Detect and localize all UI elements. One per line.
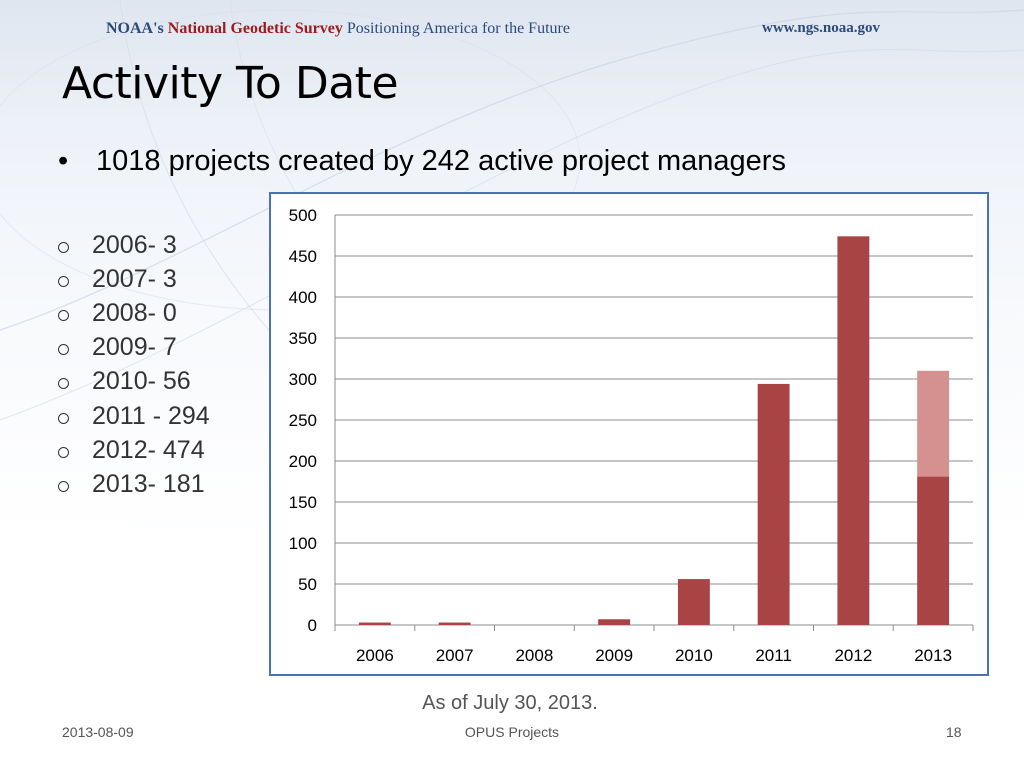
x-tick-label: 2009 xyxy=(595,646,633,665)
circle-bullet-icon xyxy=(58,412,69,424)
bar-chart: 0 50 100 150 200 250 300 350 400 450 500 2006 2007 20… xyxy=(289,206,974,665)
circle-bullet-icon xyxy=(58,309,69,321)
header-website: www.ngs.noaa.gov xyxy=(762,20,880,36)
list-item-text: 2009- 7 xyxy=(92,333,177,362)
y-tick-label: 100 xyxy=(289,534,317,553)
x-tick-label: 2008 xyxy=(515,646,553,665)
y-tick-label: 400 xyxy=(289,288,317,307)
list-item-text: 2011 - 294 xyxy=(92,401,210,430)
list-item-text: 2010- 56 xyxy=(92,367,191,396)
x-tick-label: 2010 xyxy=(675,646,713,665)
list-item: 2013- 181 xyxy=(58,467,210,501)
circle-bullet-icon xyxy=(58,241,69,253)
circle-bullet-icon xyxy=(58,480,69,492)
list-item: 2008- 0 xyxy=(58,296,210,330)
bar xyxy=(917,370,950,477)
y-tick-label: 250 xyxy=(289,411,317,430)
list-item-text: 2007- 3 xyxy=(92,264,177,293)
x-tick-label: 2013 xyxy=(914,646,952,665)
slide-title: Activity To Date xyxy=(62,58,399,109)
y-tick-label: 350 xyxy=(289,329,317,348)
circle-bullet-icon xyxy=(58,378,69,390)
x-tick-label: 2007 xyxy=(436,646,474,665)
list-item: 2007- 3 xyxy=(58,262,210,296)
slide-header: NOAA's National Geodetic Survey Position… xyxy=(0,0,1024,52)
list-item: 2010- 56 xyxy=(58,365,210,399)
footer-date: 2013-08-09 xyxy=(62,724,134,740)
list-item: 2012- 474 xyxy=(58,433,210,467)
bar xyxy=(438,622,471,625)
list-item-text: 2006- 3 xyxy=(92,230,177,259)
y-tick-label: 0 xyxy=(308,616,317,635)
bullet-dot-icon: • xyxy=(58,145,69,177)
bar xyxy=(917,476,950,625)
y-tick-label: 150 xyxy=(289,493,317,512)
chart-caption: As of July 30, 2013. xyxy=(0,692,1024,715)
header-tagline: Positioning America for the Future xyxy=(346,20,570,37)
main-bullet-text: 1018 projects created by 242 active proj… xyxy=(96,145,786,177)
y-tick-label: 450 xyxy=(289,247,317,266)
x-tick-label: 2012 xyxy=(834,646,872,665)
footer-page-number: 18 xyxy=(946,724,962,740)
circle-bullet-icon xyxy=(58,275,69,287)
y-tick-label: 50 xyxy=(298,575,317,594)
caption-text: As of July 30, 2013. xyxy=(422,692,598,714)
header-agency: NOAA's xyxy=(106,20,164,37)
bar xyxy=(358,622,391,625)
x-tick-label: 2011 xyxy=(755,646,792,665)
list-item: 2006- 3 xyxy=(58,228,210,262)
y-tick-label: 300 xyxy=(289,370,317,389)
header-branding: NOAA's National Geodetic Survey Position… xyxy=(106,20,570,38)
year-count-list: 2006- 3 2007- 3 2008- 0 2009- 7 2010- 56… xyxy=(58,228,210,502)
x-tick-label: 2006 xyxy=(356,646,394,665)
circle-bullet-icon xyxy=(58,344,69,356)
main-bullet: • 1018 projects created by 242 active pro… xyxy=(58,145,786,178)
bar xyxy=(837,236,870,625)
list-item: 2009- 7 xyxy=(58,331,210,365)
y-tick-label: 500 xyxy=(289,206,317,225)
list-item-text: 2008- 0 xyxy=(92,298,177,327)
footer-title: OPUS Projects xyxy=(464,724,560,740)
circle-bullet-icon xyxy=(58,446,69,458)
bar xyxy=(598,619,631,625)
bar xyxy=(677,579,710,625)
list-item-text: 2012- 474 xyxy=(92,435,205,464)
header-survey-name: National Geodetic Survey xyxy=(167,20,343,37)
bar xyxy=(757,383,790,625)
y-tick-label: 200 xyxy=(289,452,317,471)
list-item: 2011 - 294 xyxy=(58,399,210,433)
list-item-text: 2013- 181 xyxy=(92,469,205,498)
chart-frame: 0 50 100 150 200 250 300 350 400 450 500 2006 2007 20… xyxy=(269,192,989,676)
